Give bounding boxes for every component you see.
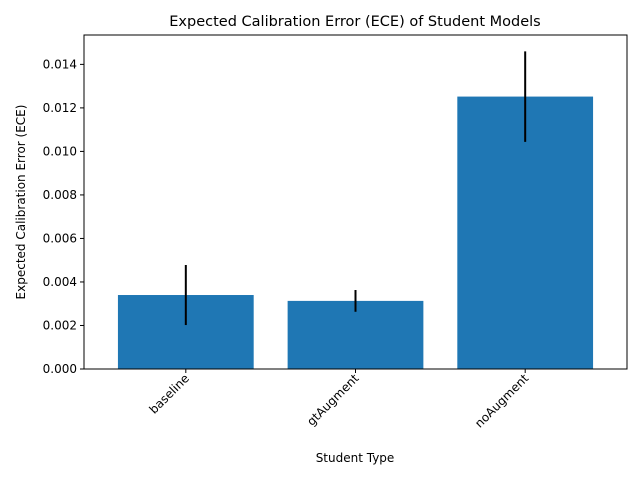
y-axis-label: Expected Calibration Error (ECE) xyxy=(14,105,28,300)
plot-area: 0.000 0.002 0.004 0.006 0.008 0.010 0.012 0.014… xyxy=(43,34,628,430)
x-tick-label-noAugment: noAugment xyxy=(472,371,531,430)
y-tick-label: 0.000 xyxy=(43,362,77,376)
x-axis-label: Student Type xyxy=(316,451,395,465)
y-tick-label: 0.014 xyxy=(43,57,77,71)
y-tick-label: 0.004 xyxy=(43,275,77,289)
x-tick-label-baseline: baseline xyxy=(146,371,191,416)
y-tick-label: 0.012 xyxy=(43,101,77,115)
bar-noAugment xyxy=(457,96,594,369)
y-tick-label: 0.008 xyxy=(43,188,77,202)
y-tick-label: 0.010 xyxy=(43,144,77,158)
x-tick-label-gtAugment: gtAugment xyxy=(304,371,362,429)
y-tick-label: 0.002 xyxy=(43,318,77,332)
bar-gtAugment xyxy=(287,300,424,369)
y-tick-label: 0.006 xyxy=(43,231,77,245)
chart-title: Expected Calibration Error (ECE) of Stud… xyxy=(169,14,540,30)
